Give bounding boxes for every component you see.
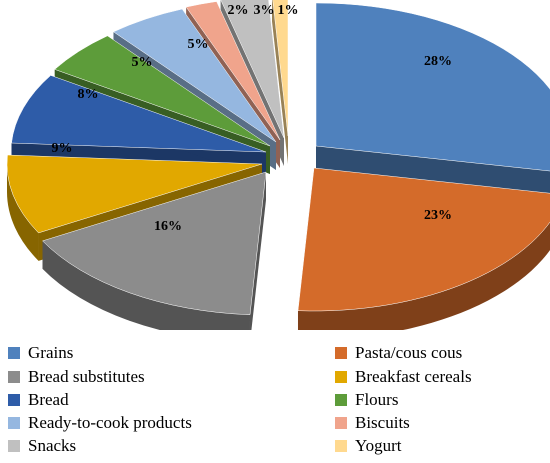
data-label-yogurt: 1% (278, 3, 299, 18)
legend-swatch-ready-to-cook (8, 417, 20, 429)
legend-swatch-bread-substitutes (8, 371, 20, 383)
legend-swatch-yogurt (335, 440, 347, 452)
legend-label-flours: Flours (355, 390, 399, 409)
legend-swatch-breakfast-cereals (335, 371, 347, 383)
data-label-ready-to-cook-products: 5% (188, 37, 209, 52)
legend-item-bread: Bread (8, 389, 69, 411)
legend-item-snacks: Snacks (8, 435, 76, 457)
legend-label-bread-substitutes: Bread substitutes (28, 367, 145, 386)
legend-item-grains: Grains (8, 342, 73, 364)
pie-slice-grains (315, 2, 550, 200)
legend-item-ready-to-cook: Ready-to-cook products (8, 412, 192, 434)
legend-item-bread-substitutes: Bread substitutes (8, 366, 145, 388)
pie-slice-yogurt (271, 0, 289, 164)
legend-label-bread: Bread (28, 390, 69, 409)
data-label-flours: 5% (132, 55, 153, 70)
data-label-snacks: 3% (254, 3, 275, 18)
data-label-bread: 8% (78, 87, 99, 102)
legend-label-snacks: Snacks (28, 436, 77, 455)
pie-chart: 28% 23% 16% 9% 8% 5% 5% 2% 3% 1% (6, 0, 550, 330)
legend-swatch-pasta (335, 347, 347, 359)
legend-swatch-flours (335, 394, 347, 406)
legend-swatch-snacks (8, 440, 20, 452)
legend-swatch-grains (8, 347, 20, 359)
legend-item-flours: Flours (335, 389, 398, 411)
legend-label-ready-to-cook: Ready-to-cook products (28, 413, 192, 432)
legend-swatch-bread (8, 394, 20, 406)
legend-label-yogurt: Yogurt (355, 436, 402, 455)
legend: Grains Pasta/cous cous Bread substitutes… (0, 338, 550, 460)
legend-item-biscuits: Biscuits (335, 412, 410, 434)
pie-slice-pasta-cous-cous (297, 167, 550, 330)
data-label-breakfast-cereals: 9% (52, 141, 73, 156)
data-label-bread-substitutes: 16% (154, 219, 182, 234)
legend-item-pasta: Pasta/cous cous (335, 342, 462, 364)
data-label-pasta-cous-cous: 23% (424, 208, 452, 223)
legend-swatch-biscuits (335, 417, 347, 429)
pie-slice-bread-substitutes (42, 171, 267, 330)
legend-label-grains: Grains (28, 343, 74, 362)
legend-label-biscuits: Biscuits (355, 413, 410, 432)
data-label-biscuits: 2% (228, 3, 249, 18)
legend-item-breakfast-cereals: Breakfast cereals (335, 366, 472, 388)
data-label-grains: 28% (424, 54, 452, 69)
legend-label-breakfast-cereals: Breakfast cereals (355, 367, 472, 386)
legend-label-pasta: Pasta/cous cous (355, 343, 463, 362)
legend-item-yogurt: Yogurt (335, 435, 401, 457)
